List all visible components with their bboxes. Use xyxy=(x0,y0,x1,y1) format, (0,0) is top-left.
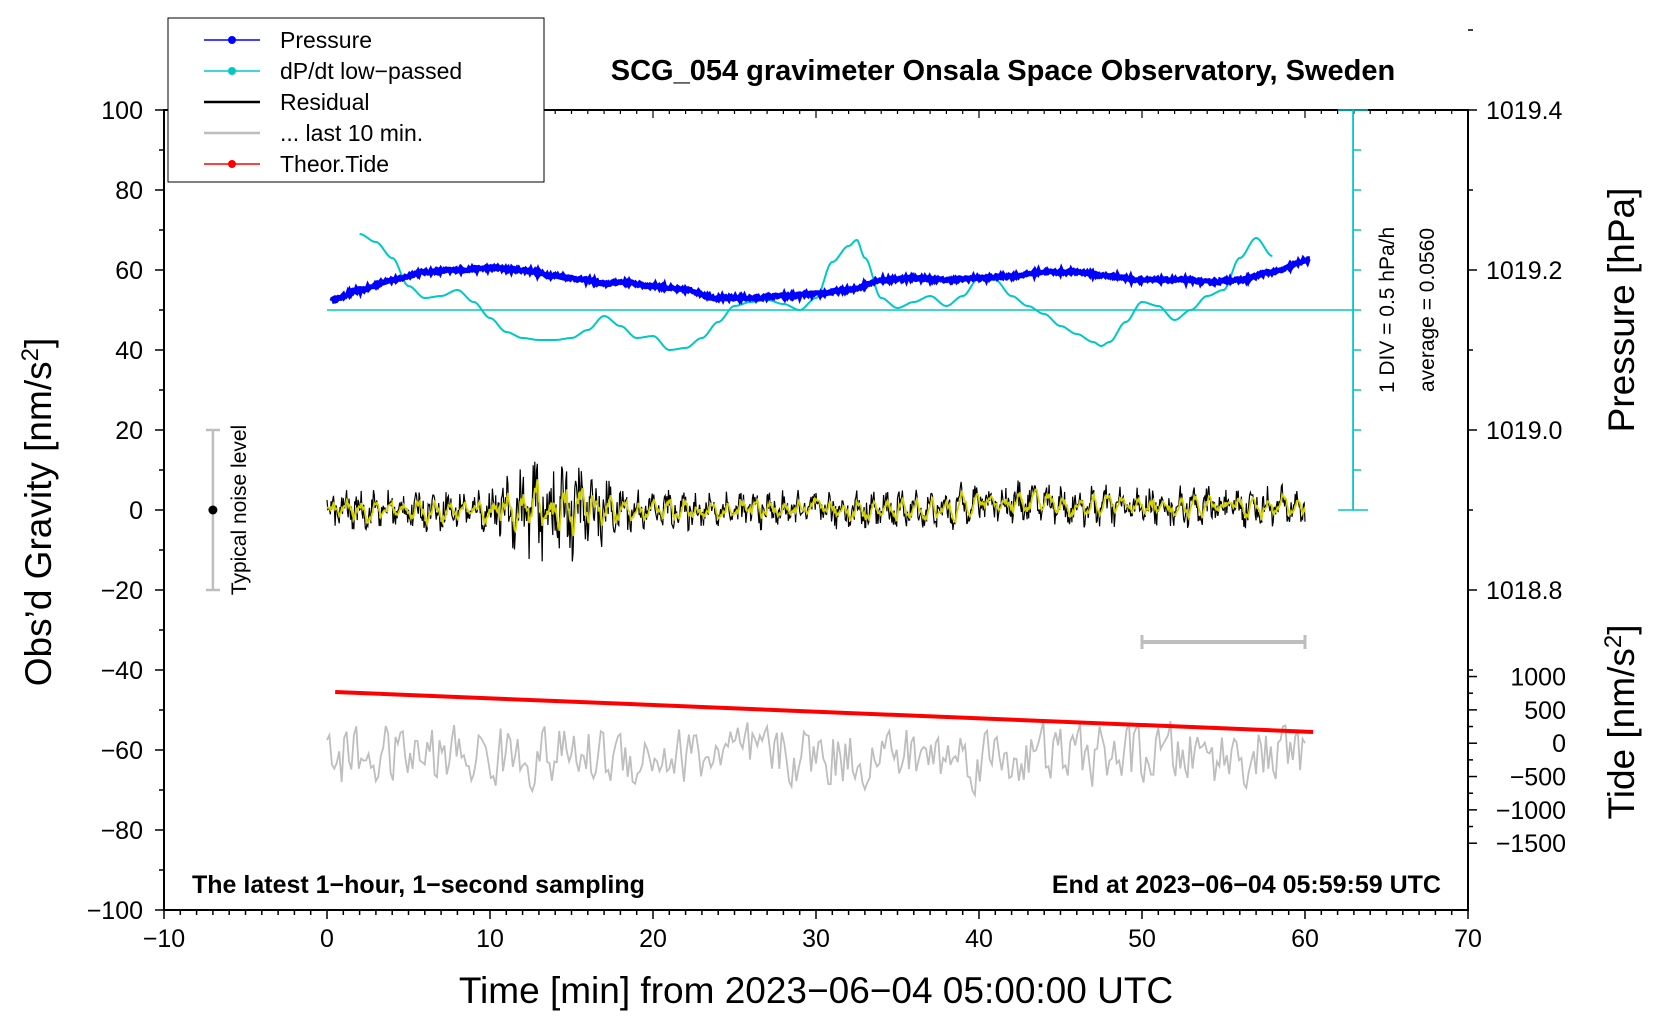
left-axis-title-sup: 2 xyxy=(17,348,44,361)
x-tick-label: 50 xyxy=(1128,925,1156,953)
x-tick-label: 40 xyxy=(965,925,993,953)
legend-swatch-marker xyxy=(228,36,236,44)
y-tick-label: −60 xyxy=(101,737,143,765)
legend-label: Pressure xyxy=(280,27,372,53)
tide-tick-label: 0 xyxy=(1552,730,1566,758)
pressure-tick-label: 1019.4 xyxy=(1486,97,1563,125)
x-tick-label: 60 xyxy=(1291,925,1319,953)
left-axis-title: Obs’d Gravity [nm/s2] xyxy=(17,338,60,687)
pressure-tick-label: 1019.0 xyxy=(1486,417,1562,445)
series-theor-tide xyxy=(335,690,1314,734)
y-tick-label: −20 xyxy=(101,577,143,605)
tide-tick-label: 500 xyxy=(1524,697,1566,725)
x-tick-label: 20 xyxy=(639,925,667,953)
legend-item: Pressure xyxy=(204,27,372,53)
noise-indicator xyxy=(205,428,220,592)
tide-tick-label: −1500 xyxy=(1496,830,1566,858)
left-axis-title-end: ] xyxy=(18,338,59,348)
series-dpdt-low-passed xyxy=(359,233,1273,351)
chart-title: SCG_054 gravimeter Onsala Space Observat… xyxy=(611,55,1395,87)
tide-tick-label: −1000 xyxy=(1496,797,1566,825)
last-10-min-bar xyxy=(1140,635,1307,649)
x-tick-label: 30 xyxy=(802,925,830,953)
legend-item: dP/dt low−passed xyxy=(204,58,462,84)
y-tick-label: 0 xyxy=(129,497,143,525)
footer-left-note: The latest 1−hour, 1−second sampling xyxy=(192,871,645,899)
noise-label: Typical noise level xyxy=(228,425,251,595)
dpdt-div-label: 1 DIV = 0.5 hPa/h xyxy=(1376,227,1399,393)
series-pressure xyxy=(329,254,1311,306)
tide-axis-title-text: Tide [nm/s xyxy=(1601,648,1642,819)
legend-label: Theor.Tide xyxy=(280,151,389,177)
left-axis-title-text: Obs’d Gravity [nm/s xyxy=(18,361,59,686)
x-tick-label: 0 xyxy=(320,925,334,953)
dpdt-average-label: average = 0.0560 xyxy=(1416,228,1439,392)
pressure-tick-label: 1018.8 xyxy=(1486,577,1562,605)
y-tick-label: 60 xyxy=(115,257,143,285)
tide-axis: 1000 500 0 −500 −1000 −1500 xyxy=(1468,664,1566,858)
legend-item: ... last 10 min. xyxy=(204,120,423,146)
noise-center-dot xyxy=(208,505,218,515)
pressure-axis-title: Pressure [hPa] xyxy=(1601,188,1642,433)
legend-box xyxy=(167,17,545,183)
legend: Pressure dP/dt low−passed Residual ... last… xyxy=(204,27,462,177)
tide-tick-label: 1000 xyxy=(1510,664,1566,692)
tide-axis-title-sup: 2 xyxy=(1600,635,1627,648)
tide-tick-label: −500 xyxy=(1510,764,1566,792)
legend-item: Residual xyxy=(204,89,370,115)
tide-axis-title-end: ] xyxy=(1601,625,1642,635)
tide-axis-title: Tide [nm/s2] xyxy=(1600,625,1643,820)
legend-label: Residual xyxy=(280,89,370,115)
footer-right-note: End at 2023−06−04 05:59:59 UTC xyxy=(1052,871,1441,899)
x-axis: −10 0 10 20 30 40 50 60 70 xyxy=(143,910,1482,953)
y-tick-label: −100 xyxy=(87,897,143,925)
series-residual-smoothed xyxy=(326,479,1306,537)
y-tick-label: 80 xyxy=(115,177,143,205)
legend-swatch-marker xyxy=(228,67,236,75)
pressure-tick-label: 1019.2 xyxy=(1486,257,1562,285)
y-tick-label: −80 xyxy=(101,817,143,845)
left-y-axis: 100 80 60 40 20 0 −20 −40 −60 −80 −100 xyxy=(87,97,164,925)
y-tick-label: 20 xyxy=(115,417,143,445)
x-tick-label: −10 xyxy=(143,925,185,953)
series-last-10-min xyxy=(326,720,1306,799)
x-axis-title: Time [min] from 2023−06−04 05:00:00 UTC xyxy=(459,970,1173,1011)
pressure-axis: 1019.4 1019.2 1019.0 1018.8 xyxy=(1468,29,1563,671)
legend-label: dP/dt low−passed xyxy=(280,58,462,84)
legend-swatch-marker xyxy=(228,160,236,168)
x-tick-label: 10 xyxy=(476,925,504,953)
x-tick-label: 70 xyxy=(1454,925,1482,953)
y-tick-label: −40 xyxy=(101,657,143,685)
legend-item: Theor.Tide xyxy=(204,151,389,177)
legend-label: ... last 10 min. xyxy=(280,120,423,146)
y-tick-label: 40 xyxy=(115,337,143,365)
y-tick-label: 100 xyxy=(101,97,143,125)
